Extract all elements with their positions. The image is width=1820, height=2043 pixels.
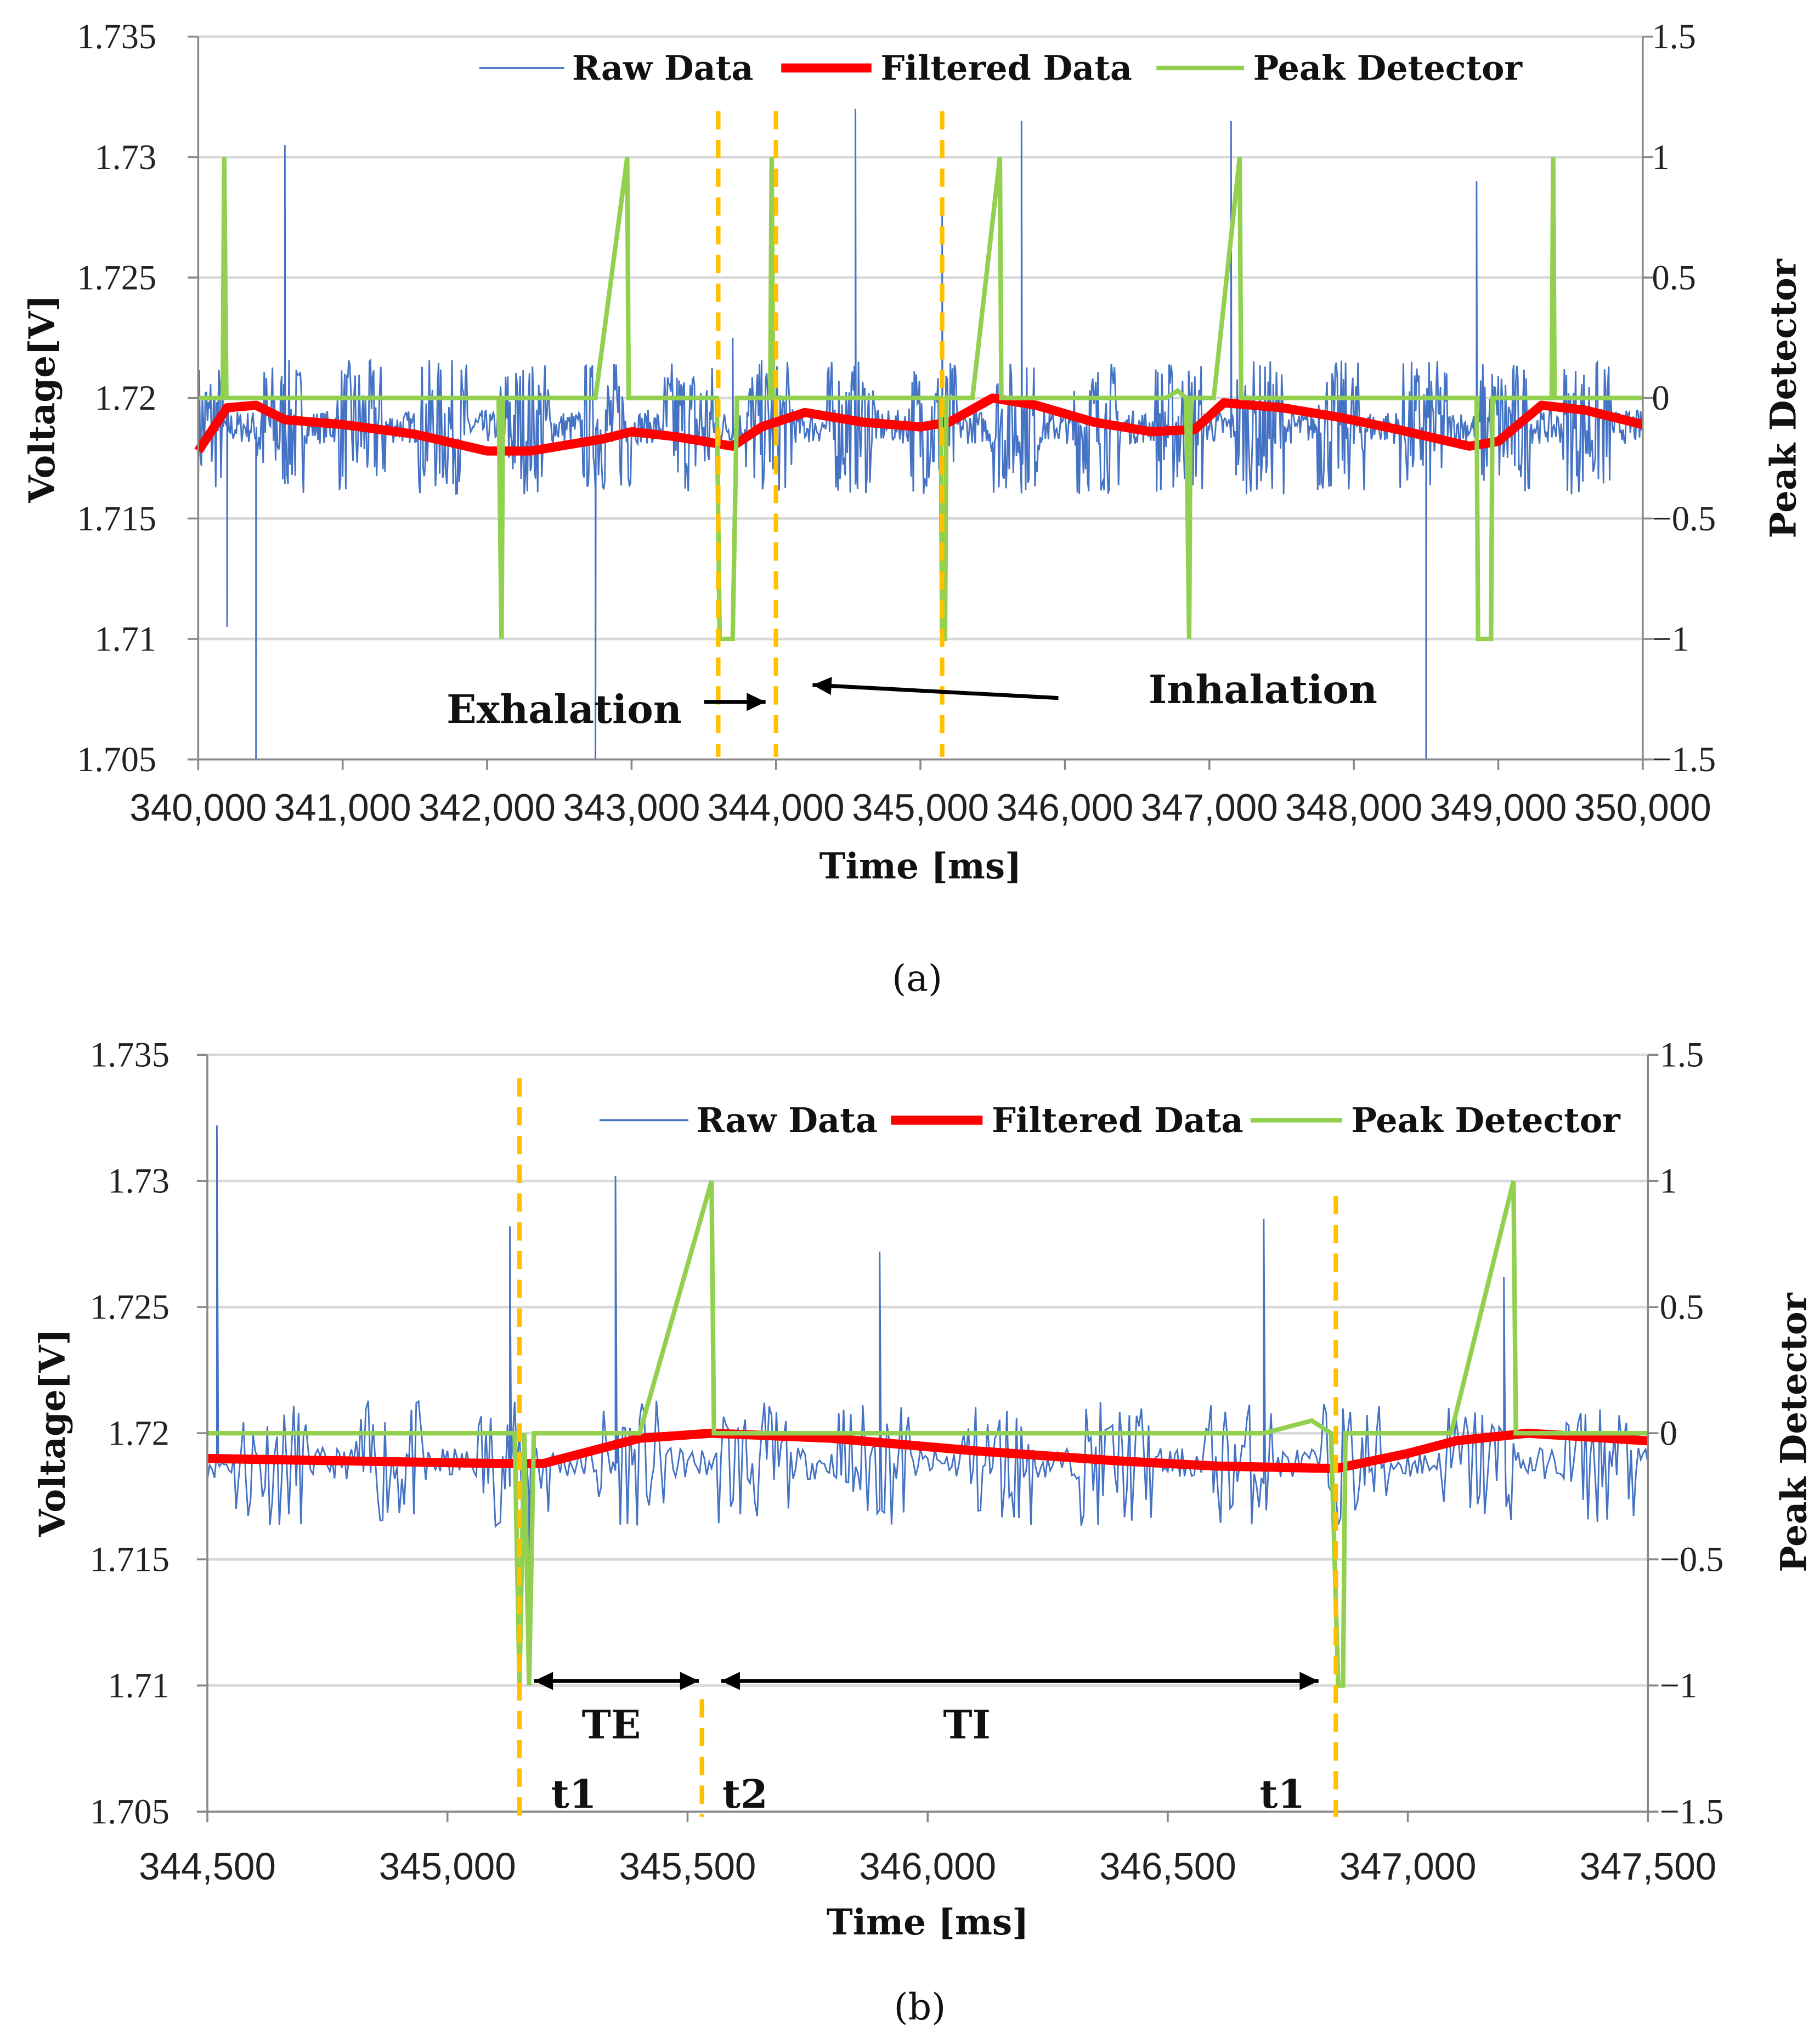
y-tick-label: 1.73 <box>108 1162 169 1201</box>
y-tick-label: 1.715 <box>77 499 156 538</box>
legend-label: Peak Detector <box>1253 48 1523 88</box>
y-tick-label: 1.735 <box>77 17 156 56</box>
y2-tick-label: 1 <box>1660 1162 1677 1201</box>
x-tick-label: 340,000 <box>129 786 267 829</box>
y2-tick-label: 0.5 <box>1652 258 1695 297</box>
y2-tick-label: 0 <box>1652 378 1669 417</box>
y2-tick-label: 1 <box>1652 138 1669 177</box>
x-axis-title: Time [ms] <box>827 1902 1029 1943</box>
x-tick-label: 349,000 <box>1430 786 1567 829</box>
arrowhead-icon <box>812 677 832 695</box>
x-tick-label: 344,000 <box>708 786 845 829</box>
annotation-label: TI <box>943 1702 991 1748</box>
caption-a: (a) <box>892 957 942 999</box>
arrowhead-icon <box>534 1672 553 1690</box>
inhalation-arrow <box>812 683 1059 700</box>
x-tick-label: 342,000 <box>419 786 556 829</box>
y-tick-label: 1.73 <box>94 138 156 177</box>
x-tick-label: 345,500 <box>619 1845 756 1888</box>
raw-data-line <box>206 1125 1649 1648</box>
legend-label: Filtered Data <box>992 1100 1244 1140</box>
annotation-label: t1 <box>1260 1771 1305 1817</box>
y2-axis-title: Peak Detector <box>1764 258 1805 538</box>
y2-tick-label: −1 <box>1660 1666 1697 1705</box>
caption-b: (b) <box>894 1985 946 2028</box>
y2-tick-label: −0.5 <box>1660 1540 1724 1579</box>
y2-tick-label: −1.5 <box>1660 1792 1724 1831</box>
y-axis-title: Voltage[V] <box>22 295 63 503</box>
legend-label: Peak Detector <box>1351 1100 1621 1140</box>
y2-tick-label: −1.5 <box>1652 740 1716 779</box>
x-tick-label: 346,500 <box>1099 1845 1236 1888</box>
peak-detector-line <box>207 1180 1648 1688</box>
y-tick-label: 1.71 <box>94 619 156 658</box>
x-tick-label: 347,000 <box>1141 786 1278 829</box>
y2-tick-label: 1.5 <box>1660 1035 1704 1074</box>
annotation-label: t2 <box>722 1771 768 1817</box>
filtered-data-line <box>194 393 1644 456</box>
x-tick-label: 347,000 <box>1339 1845 1477 1888</box>
annotation-label: Exhalation <box>446 686 682 732</box>
x-axis-title: Time [ms] <box>819 846 1022 887</box>
legend-background <box>466 39 1522 94</box>
x-tick-label: 343,000 <box>563 786 700 829</box>
x-tick-label: 348,000 <box>1285 786 1422 829</box>
y-tick-label: 1.725 <box>90 1288 169 1327</box>
legend-label: Raw Data <box>696 1100 878 1140</box>
annotation-label: t1 <box>551 1771 597 1817</box>
y2-tick-label: −1 <box>1652 619 1689 658</box>
y-axis-title: Voltage[V] <box>32 1328 74 1537</box>
arrowhead-icon <box>747 693 766 711</box>
legend-label: Filtered Data <box>880 48 1132 88</box>
x-tick-label: 347,500 <box>1579 1845 1716 1888</box>
y-tick-label: 1.735 <box>90 1035 169 1074</box>
arrowhead-icon <box>1299 1672 1319 1690</box>
x-tick-label: 345,000 <box>852 786 989 829</box>
y2-tick-label: 1.5 <box>1652 17 1695 56</box>
legend-label: Raw Data <box>572 48 754 88</box>
y2-tick-label: −0.5 <box>1652 499 1716 538</box>
x-tick-label: 346,000 <box>996 786 1133 829</box>
chart-a: 1.705 1.71 1.715 1.72 1.725 1.73 1.735 −1.5 −1 −0… <box>22 17 1804 887</box>
chart-b: 1.705 1.71 1.715 1.72 1.725 1.73 1.735 −1.5 −1 −0… <box>32 1035 1815 1943</box>
arrowhead-icon <box>721 1672 740 1690</box>
y2-tick-label: 0 <box>1660 1414 1677 1453</box>
y-tick-label: 1.725 <box>77 258 156 297</box>
x-tick-label: 346,000 <box>859 1845 996 1888</box>
x-tick-label: 345,000 <box>379 1845 516 1888</box>
arrowhead-icon <box>680 1672 699 1690</box>
y2-tick-label: 0.5 <box>1660 1288 1704 1327</box>
y-tick-label: 1.72 <box>108 1414 169 1453</box>
peak-detector-line <box>198 156 1643 642</box>
legend-background <box>586 1091 1619 1147</box>
y-tick-label: 1.705 <box>77 740 156 779</box>
x-tick-label: 350,000 <box>1574 786 1711 829</box>
x-tick-label: 344,500 <box>139 1845 276 1888</box>
y-tick-label: 1.715 <box>90 1540 169 1579</box>
y-tick-label: 1.71 <box>108 1666 169 1705</box>
y-tick-label: 1.72 <box>94 378 156 417</box>
annotation-label: Inhalation <box>1149 666 1377 712</box>
y2-axis-title: Peak Detector <box>1774 1292 1815 1572</box>
annotation-label: TE <box>582 1702 641 1748</box>
y-tick-label: 1.705 <box>90 1792 169 1831</box>
x-tick-label: 341,000 <box>274 786 411 829</box>
